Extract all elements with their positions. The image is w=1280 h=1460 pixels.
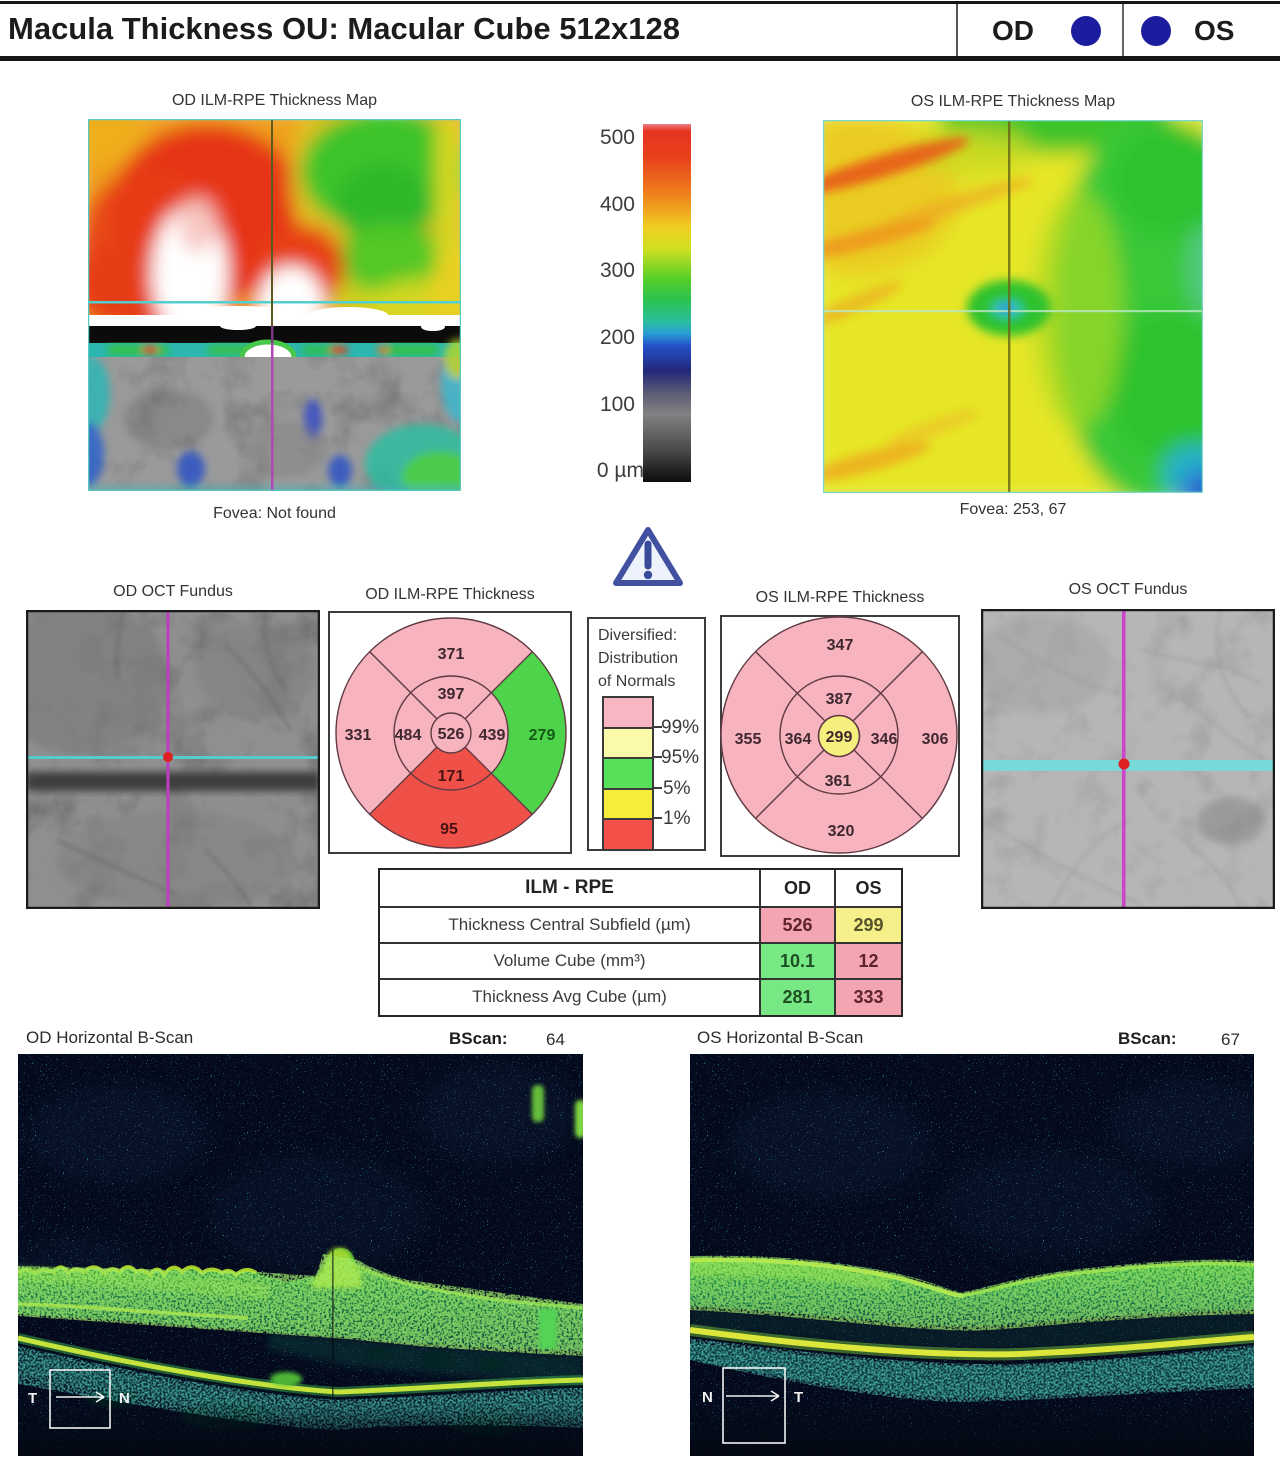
svg-text:299: 299 bbox=[826, 729, 853, 746]
svg-text:346: 346 bbox=[871, 731, 898, 748]
svg-text:331: 331 bbox=[345, 727, 372, 744]
svg-text:T: T bbox=[28, 1390, 37, 1407]
svg-text:N: N bbox=[702, 1389, 713, 1406]
svg-text:371: 371 bbox=[438, 646, 465, 663]
svg-text:N: N bbox=[119, 1390, 130, 1407]
svg-text:397: 397 bbox=[438, 686, 465, 703]
svg-text:484: 484 bbox=[395, 727, 422, 744]
svg-text:439: 439 bbox=[479, 727, 506, 744]
svg-text:306: 306 bbox=[922, 731, 949, 748]
svg-text:279: 279 bbox=[529, 727, 556, 744]
svg-text:171: 171 bbox=[438, 768, 465, 785]
svg-text:355: 355 bbox=[735, 731, 762, 748]
svg-text:526: 526 bbox=[438, 726, 465, 743]
svg-text:95: 95 bbox=[440, 821, 458, 838]
svg-text:347: 347 bbox=[827, 637, 854, 654]
svg-text:T: T bbox=[794, 1389, 803, 1406]
svg-text:320: 320 bbox=[828, 823, 855, 840]
svg-text:387: 387 bbox=[826, 691, 853, 708]
svg-text:364: 364 bbox=[785, 731, 812, 748]
svg-text:361: 361 bbox=[825, 773, 852, 790]
